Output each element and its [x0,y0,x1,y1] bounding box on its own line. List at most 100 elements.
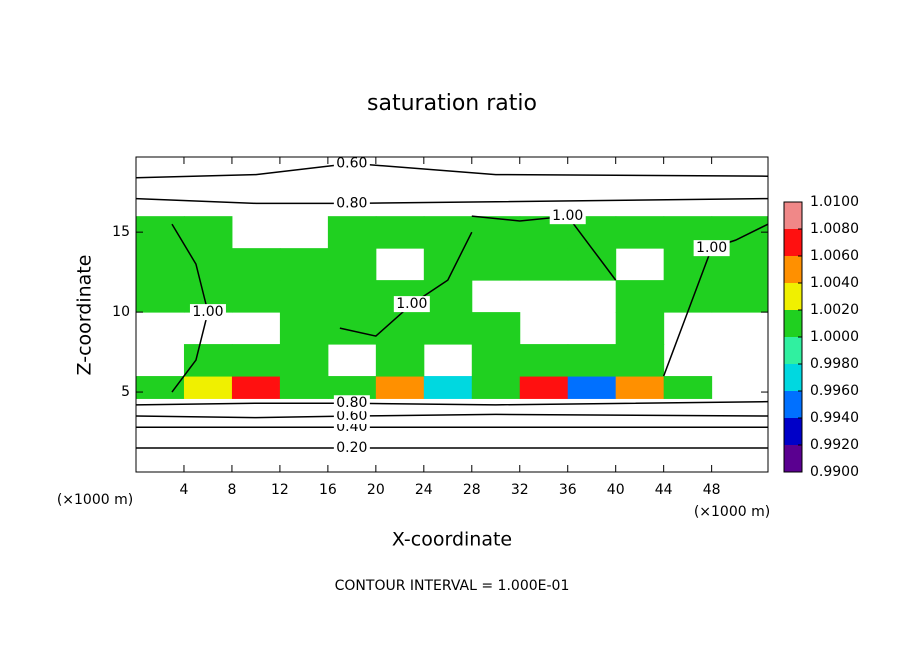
field-cell [183,248,233,281]
x-unit: (×1000 m) [57,492,133,508]
colorbar-tick-label: 1.0020 [810,302,859,318]
contour-label: 0.60 [336,155,367,171]
contour-line [135,197,769,205]
field-cell [615,376,665,399]
contour-label: 0.80 [336,195,367,211]
colorbar-band [784,364,802,391]
contour-label-bg [693,240,730,257]
field-cell [375,312,425,345]
field-cell [615,280,665,313]
x-tick-label: 44 [655,482,673,498]
field-cell [711,280,769,313]
contour-label: 0.80 [336,395,367,411]
x-tick-label: 36 [559,482,577,498]
field-cell [183,344,233,377]
colorbar-tick-label: 0.9960 [810,383,859,399]
field-cell [327,248,377,281]
contour-label-bg [333,395,370,412]
x-tick-label: 16 [319,482,337,498]
contour-label-bg [333,440,370,457]
contour-label-bg [549,208,586,225]
x-tick-label: 8 [227,482,236,498]
field-cell [231,376,281,399]
contour-label: 1.00 [192,304,223,320]
field-cell [327,280,377,313]
contour-line [135,162,769,179]
field-cell [375,376,425,399]
colorbar-band [784,283,802,310]
field-cell [519,248,569,281]
field-cell [567,248,617,281]
field-cell [471,344,521,377]
contour-label-bg [333,195,370,212]
contour-label-bg [333,155,370,172]
x-tick-label: 48 [703,482,721,498]
field-cell [471,248,521,281]
field-cell [183,376,233,399]
field-cell [423,280,473,313]
field-cell [231,344,281,377]
field-cell [423,312,473,345]
contour-label-bg [393,296,430,313]
contour-line [135,400,769,406]
contour-line [135,413,769,419]
y-tick-label: 10 [112,304,130,320]
field-cell [279,376,329,399]
field-cell [136,376,185,399]
field-cell [567,376,617,399]
field-cell [615,312,665,345]
colorbar-band [784,256,802,283]
x-unit: (×1000 m) [694,504,770,520]
contour-label: 0.60 [336,408,367,424]
field-cell [567,344,617,377]
y-axis-label: Z-coordinate [74,255,96,376]
field-cell [327,312,377,345]
x-tick-label: 40 [607,482,625,498]
colorbar-tick-label: 0.9940 [810,410,859,426]
field-cell [183,216,233,249]
colorbar-tick-label: 1.0080 [810,221,859,237]
field-cell [279,280,329,313]
field-cell [279,312,329,345]
colorbar-band [784,202,802,229]
field-cell [471,216,521,249]
contour-label: 1.00 [552,208,583,224]
colorbar-band [784,418,802,445]
colorbar-band [784,391,802,418]
field-cell [471,376,521,399]
y-tick-label: 15 [112,224,130,240]
field-cell [136,280,185,313]
field-cell [663,376,713,399]
field-cell [423,376,473,399]
field-cell [423,248,473,281]
plot-frame [135,156,769,473]
colorbar-tick-label: 1.0100 [810,194,859,210]
colorbar-band [784,337,802,364]
colorbar-tick-label: 1.0000 [810,329,859,345]
contour-label: 1.00 [396,296,427,312]
field-cell [615,216,665,249]
x-tick-label: 24 [415,482,433,498]
field-cell [663,280,713,313]
field-cell [279,248,329,281]
field-cell [375,216,425,249]
colorbar-tick-label: 0.9900 [810,464,859,480]
field-cell [279,344,329,377]
field-cell [327,376,377,399]
field-cell [327,216,377,249]
field-cell [423,216,473,249]
colorbar-tick-label: 0.9920 [810,437,859,453]
contour-label: 1.00 [696,240,727,256]
colorbar-tick-label: 0.9980 [810,356,859,372]
contour-label-bg [333,408,370,425]
x-tick-label: 12 [271,482,289,498]
field-cell [615,344,665,377]
x-tick-label: 28 [463,482,481,498]
colorbar-tick-label: 1.0060 [810,248,859,264]
colorbar-band [784,445,802,472]
field-cell [231,280,281,313]
field-cell [519,376,569,399]
contour-label: 0.20 [336,440,367,456]
contour-label-bg [189,304,226,321]
